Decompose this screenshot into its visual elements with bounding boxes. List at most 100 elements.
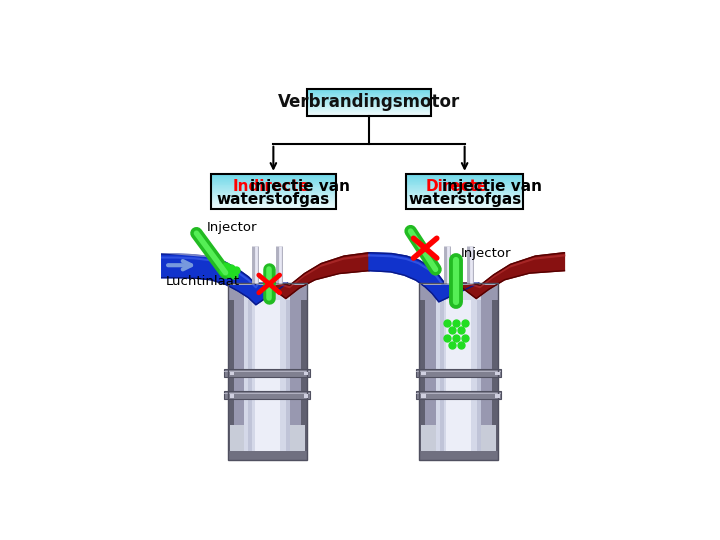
Bar (211, 201, 336, 202)
Polygon shape (369, 253, 479, 302)
Bar (307, 110, 431, 111)
Bar (230, 424, 305, 460)
Bar (406, 175, 523, 176)
Bar (307, 105, 431, 106)
Bar (406, 200, 523, 201)
Text: waterstofgas: waterstofgas (217, 192, 330, 207)
Bar (307, 101, 431, 102)
Bar (307, 98, 431, 99)
Bar (406, 197, 523, 198)
Bar (415, 392, 501, 399)
Bar (244, 283, 290, 300)
Bar (307, 89, 431, 90)
Bar (406, 205, 523, 206)
Bar (307, 109, 431, 110)
Bar (406, 196, 523, 197)
Bar (406, 192, 523, 193)
Bar (307, 107, 431, 109)
Bar (211, 190, 336, 191)
Bar (406, 204, 523, 205)
Bar (421, 372, 426, 375)
Bar (406, 188, 523, 189)
Bar (211, 196, 336, 197)
Bar (304, 372, 308, 375)
Bar (436, 283, 481, 300)
Bar (415, 369, 501, 376)
Bar (211, 208, 336, 210)
Bar (248, 298, 253, 460)
Bar (211, 186, 336, 187)
Bar (233, 300, 301, 460)
Bar (406, 207, 523, 208)
Bar (211, 178, 336, 179)
Bar (406, 208, 523, 210)
Polygon shape (456, 253, 564, 299)
Bar (419, 300, 425, 460)
Bar (406, 195, 523, 196)
Bar (307, 112, 431, 113)
Bar (406, 190, 523, 191)
Bar (421, 424, 496, 460)
Bar (307, 104, 431, 105)
Bar (228, 300, 233, 460)
Bar (406, 174, 523, 175)
Bar (446, 298, 471, 460)
Text: Directe: Directe (425, 179, 487, 194)
Bar (286, 298, 290, 460)
Text: Verbrandingsmotor: Verbrandingsmotor (278, 93, 460, 111)
Bar (419, 451, 498, 460)
Bar (211, 195, 336, 196)
Bar (211, 182, 336, 183)
Bar (211, 179, 336, 180)
Bar (307, 106, 431, 107)
Bar (211, 189, 336, 190)
Bar (307, 114, 431, 115)
Bar (211, 188, 336, 189)
Bar (225, 369, 310, 376)
Text: Injector: Injector (207, 221, 257, 234)
Bar (477, 298, 481, 460)
Bar (415, 370, 501, 372)
Bar (211, 174, 336, 175)
Bar (307, 97, 431, 98)
Text: Indirecte: Indirecte (233, 179, 310, 194)
Bar (230, 372, 234, 375)
Bar (211, 177, 336, 178)
Bar (211, 176, 336, 177)
Bar (211, 185, 336, 186)
Bar (406, 206, 523, 207)
Bar (406, 202, 523, 203)
Bar (421, 394, 426, 398)
Bar (211, 203, 336, 204)
Bar (307, 111, 431, 112)
Bar (307, 90, 431, 91)
Bar (406, 191, 523, 192)
Bar (406, 189, 523, 190)
Text: waterstofgas: waterstofgas (408, 192, 521, 207)
Bar (415, 393, 501, 395)
Bar (225, 370, 310, 372)
Bar (211, 192, 336, 193)
Bar (406, 179, 523, 180)
Bar (211, 199, 336, 200)
Bar (211, 193, 336, 194)
Polygon shape (265, 253, 369, 299)
Bar (225, 392, 310, 399)
Bar (436, 298, 481, 460)
Bar (406, 180, 523, 181)
Bar (307, 115, 431, 116)
Bar (307, 102, 431, 103)
Bar (419, 283, 498, 300)
Bar (211, 206, 336, 207)
Text: Injector: Injector (461, 247, 511, 260)
Bar (225, 393, 310, 395)
Bar (307, 93, 431, 94)
Bar (211, 202, 336, 203)
Bar (211, 187, 336, 188)
Bar (406, 181, 523, 182)
Bar (211, 184, 336, 185)
Bar (211, 198, 336, 199)
Bar (406, 203, 523, 204)
Bar (406, 184, 523, 185)
Text: Luchtinlaat: Luchtinlaat (166, 275, 240, 288)
